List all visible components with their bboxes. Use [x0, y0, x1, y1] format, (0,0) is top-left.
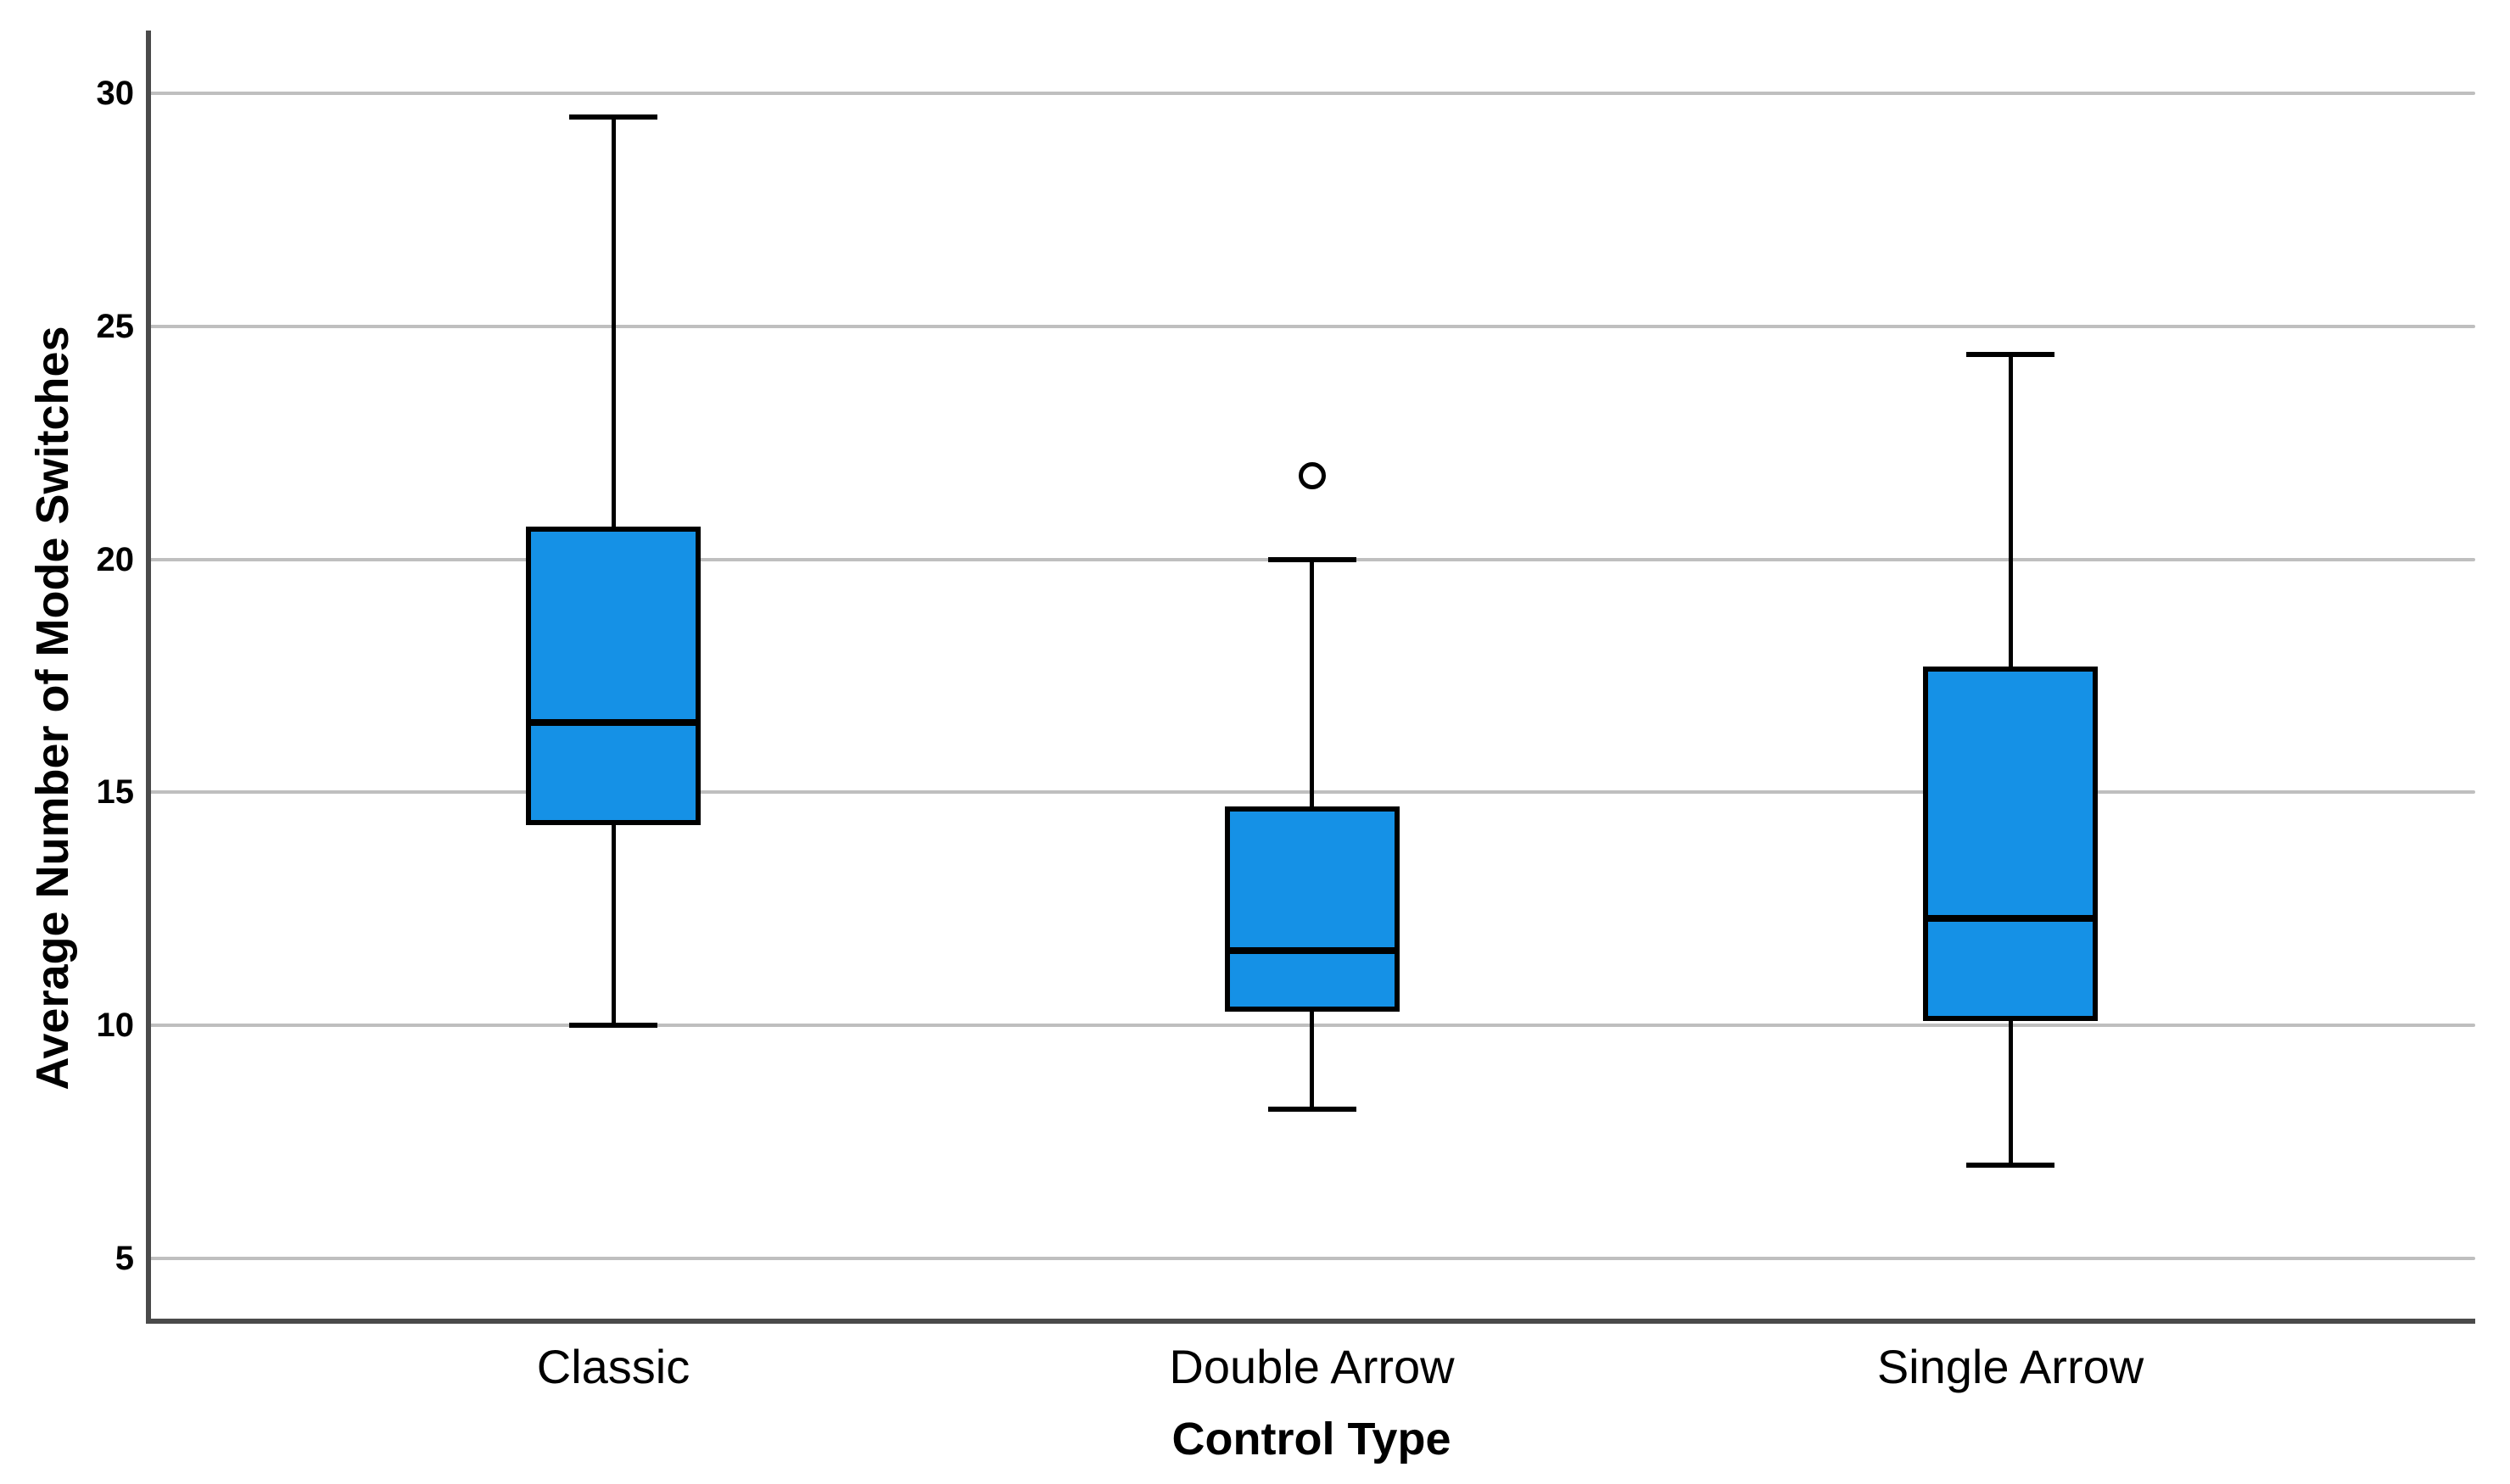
iqr-box [1224, 806, 1400, 1012]
y-axis-title: Average Number of Mode Switches [27, 326, 78, 1091]
y-tick-label-5: 5 [115, 1239, 134, 1277]
x-category-label-classic: Classic [536, 1340, 690, 1393]
x-category-label-double-arrow: Double Arrow [1169, 1340, 1455, 1393]
y-tick-label-30: 30 [96, 75, 135, 113]
gridline-5 [148, 1256, 2475, 1260]
lower-whisker-line [1310, 1011, 1314, 1109]
x-category-label-single-arrow: Single Arrow [1876, 1340, 2144, 1393]
upper-whisker-cap [1267, 556, 1356, 562]
median-line [526, 718, 701, 726]
gridline-30 [148, 92, 2475, 96]
x-axis-line [146, 1319, 2475, 1324]
gridline-25 [148, 324, 2475, 328]
y-tick-label-20: 20 [96, 540, 135, 578]
iqr-box [526, 527, 701, 825]
upper-whisker-line [2008, 354, 2013, 667]
x-axis-title: Control Type [1171, 1414, 1451, 1464]
lower-whisker-cap [1966, 1162, 2054, 1168]
outlier-point [1298, 461, 1326, 489]
iqr-box [1923, 667, 2098, 1021]
upper-whisker-line [611, 116, 616, 527]
y-axis-line [146, 31, 151, 1324]
median-line [1923, 914, 2098, 922]
y-tick-label-10: 10 [96, 1007, 135, 1045]
upper-whisker-line [1310, 559, 1314, 806]
y-tick-label-15: 15 [96, 773, 135, 812]
lower-whisker-line [2008, 1020, 2013, 1165]
upper-whisker-cap [569, 114, 657, 120]
lower-whisker-line [611, 824, 616, 1026]
lower-whisker-cap [569, 1023, 657, 1029]
lower-whisker-cap [1267, 1106, 1356, 1112]
upper-whisker-cap [1966, 351, 2054, 357]
median-line [1224, 947, 1400, 955]
y-tick-label-25: 25 [96, 307, 135, 345]
